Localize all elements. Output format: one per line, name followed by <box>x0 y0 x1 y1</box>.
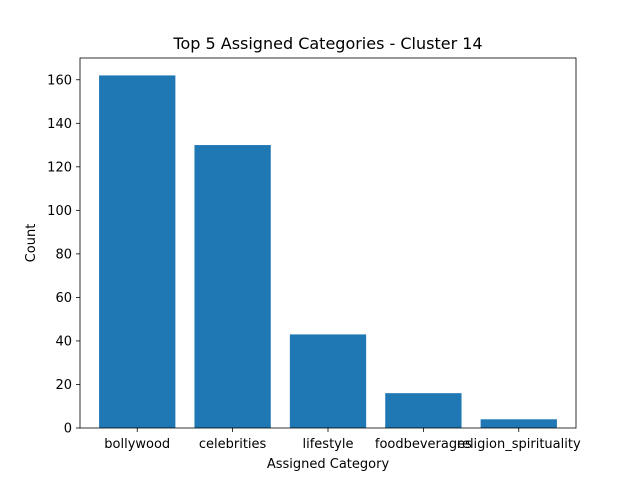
x-tick-label: religion_spirituality <box>457 437 581 452</box>
x-tick-label: celebrities <box>199 437 267 452</box>
y-tick-label: 60 <box>55 291 72 306</box>
y-tick-label: 0 <box>64 422 72 437</box>
y-tick-label: 100 <box>47 204 72 219</box>
bar-lifestyle <box>289 334 367 428</box>
chart-title: Top 5 Assigned Categories - Cluster 14 <box>172 34 482 53</box>
x-tick-label: bollywood <box>104 437 170 452</box>
y-tick-label: 40 <box>55 334 72 349</box>
plot-frame <box>79 57 577 429</box>
y-tick-label: 160 <box>47 73 72 88</box>
y-axis-title: Count <box>24 224 39 263</box>
bar-bollywood <box>99 75 176 428</box>
bar-religion-spirituality <box>480 419 557 428</box>
x-axis-title: Assigned Category <box>267 457 390 472</box>
x-tick-label: foodbeverages <box>375 437 472 452</box>
x-tick-label: lifestyle <box>303 437 354 452</box>
y-tick-label: 120 <box>47 160 72 175</box>
y-tick-label: 80 <box>55 247 72 262</box>
bar-foodbeverages <box>385 393 462 428</box>
axes: bollywood celebrities lifestyle foodbeverag… <box>47 57 581 452</box>
bar-group <box>99 75 557 428</box>
y-tick-label: 20 <box>55 378 72 393</box>
y-tick-label: 140 <box>47 117 72 132</box>
bar-celebrities <box>194 145 271 428</box>
